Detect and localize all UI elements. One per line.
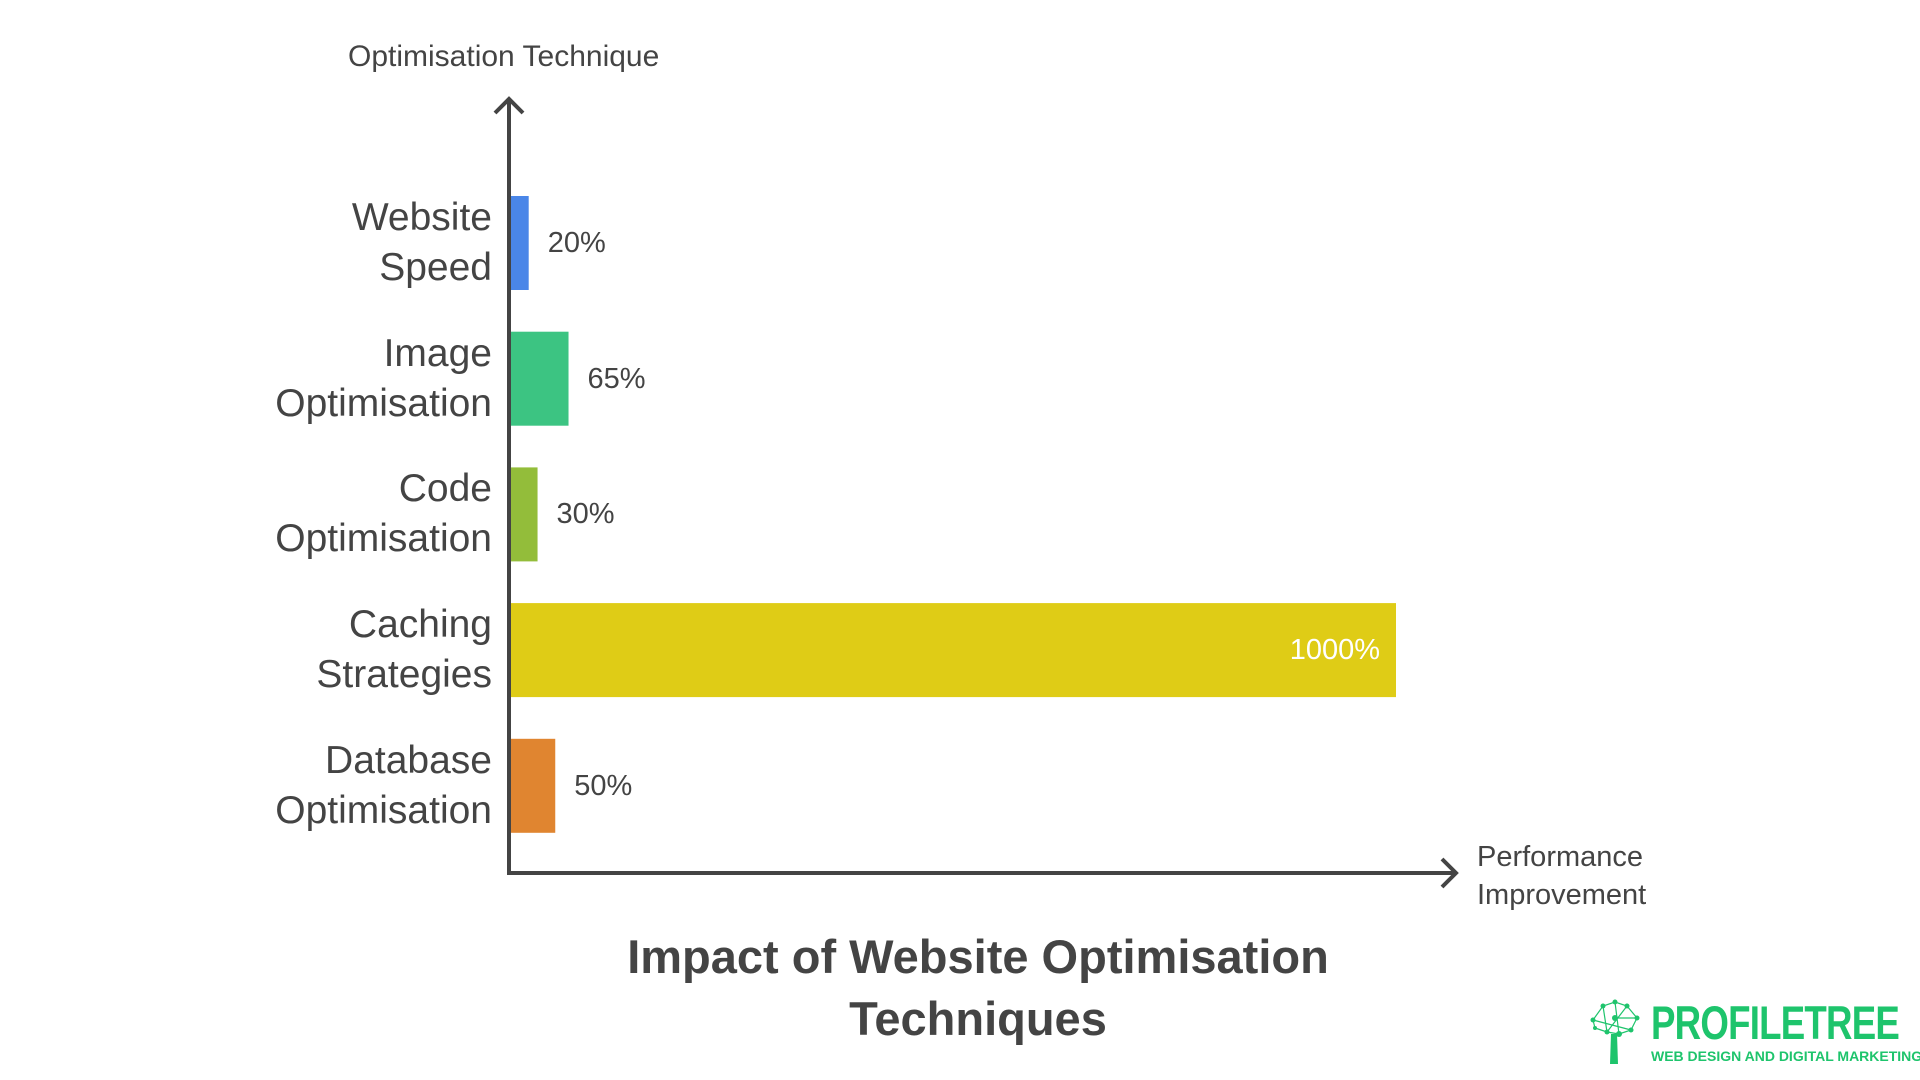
x-axis-arrow-icon xyxy=(1440,857,1459,889)
x-axis-label: Performance Improvement xyxy=(1477,838,1677,914)
category-label-line: Code xyxy=(398,467,492,511)
value-label: 1000% xyxy=(1289,634,1380,667)
bar-code-optimisation xyxy=(511,467,538,562)
x-axis-label-text: Performance Improvement xyxy=(1477,841,1647,911)
category-label-line: Image xyxy=(383,331,492,375)
chart-title-text: Impact of Website Optimisation Technique… xyxy=(627,930,1329,1045)
y-axis-arrow-icon xyxy=(493,96,525,115)
category-label-line: Optimisation xyxy=(275,381,492,425)
category-label-line: Optimisation xyxy=(275,788,492,832)
category-label-line: Speed xyxy=(379,246,492,289)
tree-logo-icon xyxy=(1590,999,1640,1064)
category-label-line: Optimisation xyxy=(275,517,492,561)
category-label: Code Optimisation xyxy=(192,464,492,564)
bar-caching-strategies xyxy=(511,603,1396,698)
bar-website-speed xyxy=(511,196,529,290)
category-label-line: Website xyxy=(351,196,492,239)
y-axis-label: Optimisation Technique xyxy=(348,40,660,73)
value-label: 20% xyxy=(547,227,606,259)
logo-name: PROFILETREE xyxy=(1651,996,1900,1049)
bar-database-optimisation xyxy=(511,738,556,833)
category-label: Database Optimisation xyxy=(192,736,492,836)
category-label: Image Optimisation xyxy=(192,329,492,429)
category-label: Website Speed xyxy=(192,193,492,293)
chart-title: Impact of Website Optimisation Technique… xyxy=(0,926,1920,1050)
value-label: 30% xyxy=(556,498,615,531)
bar-image-optimisation xyxy=(511,331,569,426)
profiletree-logo: PROFILETREE WEB DESIGN AND DIGITAL MARKE… xyxy=(1585,998,1920,1064)
value-label: 65% xyxy=(587,362,646,395)
category-label-line: Strategies xyxy=(316,653,492,697)
logo-tagline: WEB DESIGN AND DIGITAL MARKETING xyxy=(1651,1048,1920,1064)
category-label-line: Caching xyxy=(348,603,492,647)
category-label-line: Database xyxy=(325,738,492,782)
category-label: Caching Strategies xyxy=(192,600,492,700)
value-label: 50% xyxy=(574,769,633,802)
